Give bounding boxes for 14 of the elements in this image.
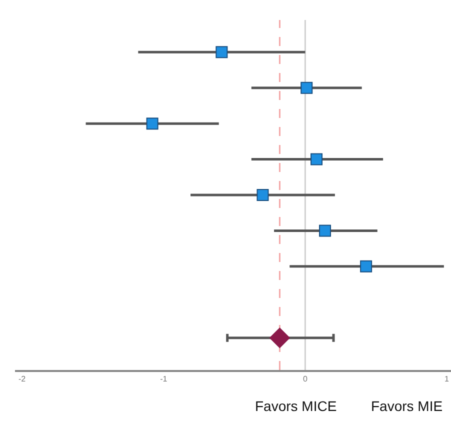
- text: Favors MICE: [255, 398, 337, 414]
- x-tick-label: 0: [302, 374, 308, 384]
- text: Favors MIE: [371, 398, 443, 414]
- point: [146, 118, 158, 130]
- point: [310, 153, 323, 166]
- point: [256, 189, 269, 201]
- point: [319, 224, 332, 237]
- point: [269, 327, 290, 348]
- point: [216, 46, 228, 58]
- point: [300, 82, 313, 94]
- x-tick-label: -2: [18, 374, 26, 384]
- x-tick-label: -1: [160, 374, 168, 384]
- point: [360, 260, 372, 272]
- x-tick-label: 1: [444, 374, 450, 384]
